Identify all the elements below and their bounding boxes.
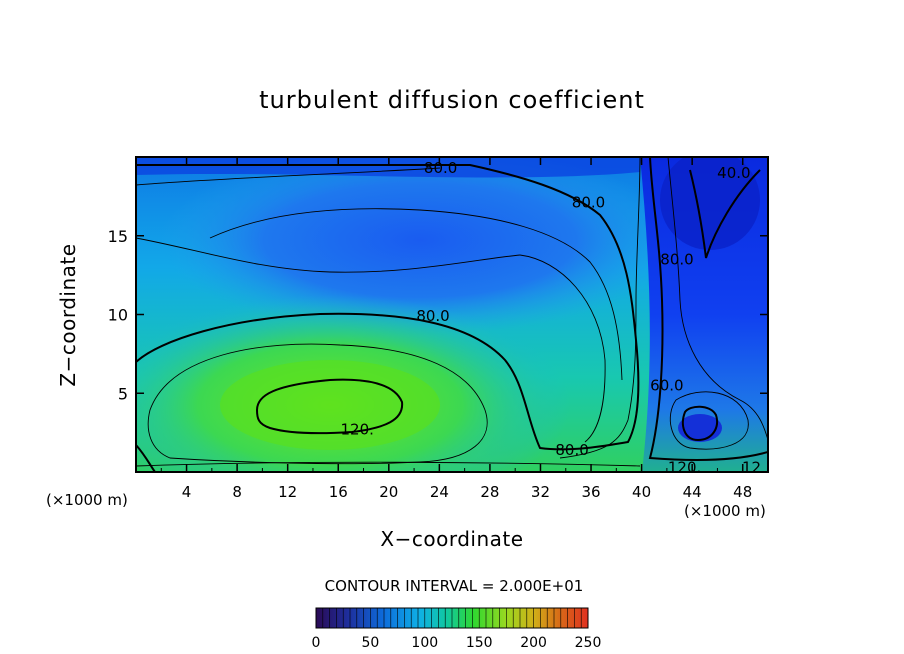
x-tick-label: 4: [182, 483, 192, 501]
y-axis: 5 10 15: [108, 227, 768, 403]
x-axis: 4 8 12 16 20 24 28 32 36 40 44 48: [160, 157, 752, 501]
colorbar-tick-label: 100: [411, 635, 438, 651]
x-tick-label: 8: [232, 483, 242, 501]
contour-label: 12: [742, 458, 761, 476]
contour-label: 80.0: [424, 159, 457, 177]
colorbar: 0 50 100 150 200 250: [312, 607, 602, 651]
contour-120: [255, 378, 404, 435]
contour-labels: 80.0 120. 80.0 80.0 80.0 80.0 40.0 60.0 120. 12: [340, 159, 761, 476]
colorbar-tick-label: 50: [361, 635, 379, 651]
x-unit-label-right: (×1000 m): [684, 502, 766, 520]
contour-label: 120.: [340, 420, 373, 438]
heatmap-field: [136, 157, 768, 472]
contour-label: 80.0: [660, 250, 693, 268]
x-tick-label: 12: [278, 483, 297, 501]
x-axis-label: X−coordinate: [380, 527, 524, 551]
chart-title: turbulent diffusion coefficient: [259, 86, 645, 114]
y-axis-label: Z−coordinate: [56, 243, 80, 387]
y-tick-label: 5: [118, 384, 128, 403]
colorbar-tick-label: 200: [520, 635, 547, 651]
x-tick-label: 24: [430, 483, 449, 501]
x-tick-label: 20: [379, 483, 398, 501]
contour-label: 120.: [668, 458, 701, 476]
x-tick-label: 32: [531, 483, 550, 501]
contour-label: 40.0: [717, 164, 750, 182]
colorbar-tick-label: 0: [312, 635, 321, 651]
x-tick-label: 36: [581, 483, 600, 501]
contour-label: 80.0: [555, 441, 588, 459]
x-tick-label: 16: [329, 483, 348, 501]
x-tick-label: 44: [683, 483, 702, 501]
contour-label: 60.0: [650, 376, 683, 394]
contour-80-main: [136, 164, 640, 451]
contour-lines: [136, 157, 768, 472]
y-tick-label: 10: [108, 306, 128, 325]
colorbar-tick-label: 250: [575, 635, 602, 651]
x-tick-label: 40: [632, 483, 651, 501]
contour-interval-text: CONTOUR INTERVAL = 2.000E+01: [324, 577, 584, 595]
contour-label: 80.0: [416, 307, 449, 325]
x-unit-label-left: (×1000 m): [46, 491, 128, 509]
colorbar-tick-label: 150: [466, 635, 493, 651]
x-tick-label: 28: [480, 483, 499, 501]
contour-label: 80.0: [572, 194, 605, 212]
x-tick-label: 48: [733, 483, 752, 501]
y-tick-label: 15: [108, 227, 128, 246]
